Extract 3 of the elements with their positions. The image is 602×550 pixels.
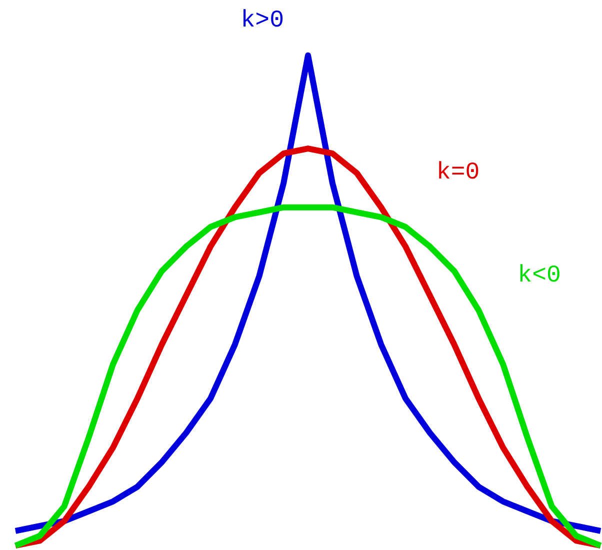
series-label: k>0 (240, 8, 284, 35)
series-label: k<0 (518, 262, 561, 290)
text: k=0 (436, 160, 480, 187)
